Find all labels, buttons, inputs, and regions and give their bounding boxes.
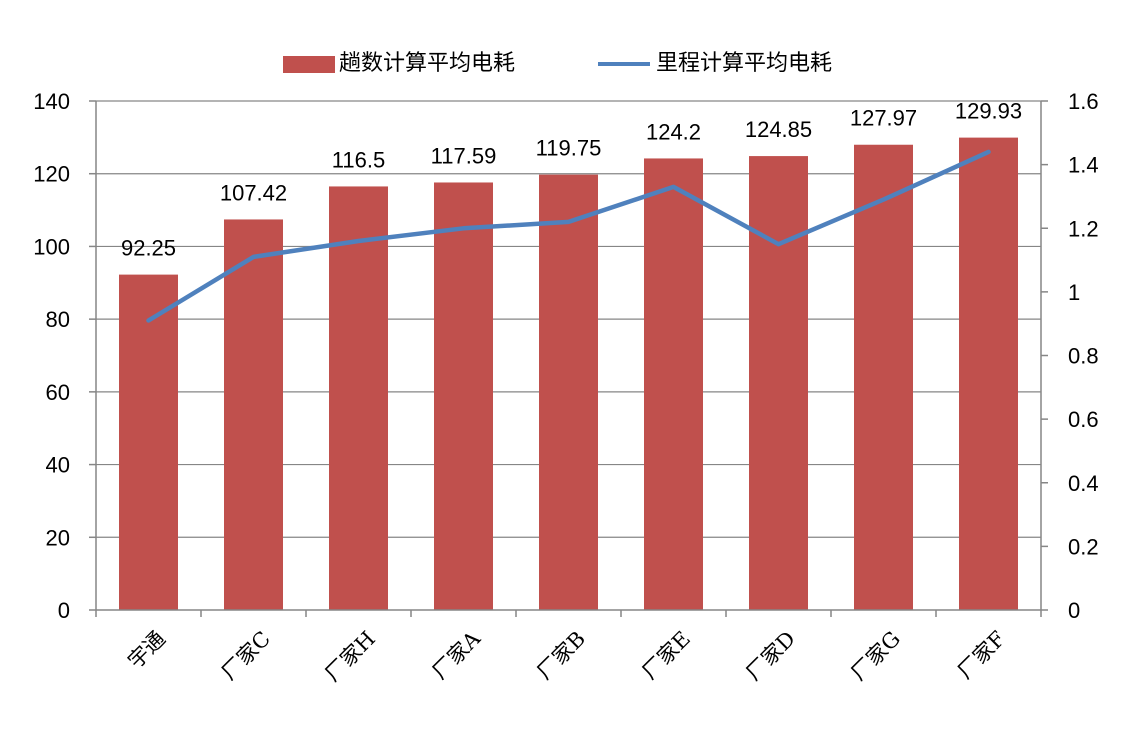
right-tick-label: 1	[1068, 280, 1080, 305]
right-tick-label: 0.4	[1068, 471, 1099, 496]
left-tick-label: 20	[46, 525, 70, 550]
bar-data-label: 92.25	[121, 236, 176, 261]
right-tick-label: 0.2	[1068, 534, 1099, 559]
right-axis-ticks: 0 0.2 0.4 0.6 0.8 1 1.2 1.4 1.6	[1041, 89, 1099, 623]
data-labels: 92.25 107.42 116.5 117.59 119.75 124.2 124.85 1…	[121, 99, 1022, 261]
bar-data-label: 127.97	[850, 106, 917, 131]
bar	[539, 174, 598, 610]
left-tick-label: 120	[33, 162, 70, 187]
bar-data-label: 107.42	[220, 180, 287, 205]
line-series	[146, 149, 991, 323]
right-tick-label: 1.6	[1068, 89, 1099, 114]
right-tick-label: 1.4	[1068, 153, 1099, 178]
bar-data-label: 124.85	[745, 117, 812, 142]
category-labels: 宇通 厂家C 厂家H 厂家A 厂家B 厂家E 厂家D 厂家G 厂家F	[123, 626, 1010, 686]
left-tick-label: 140	[33, 89, 70, 114]
left-tick-label: 60	[46, 380, 70, 405]
bar-data-label: 124.2	[646, 119, 701, 144]
bar-data-label: 119.75	[536, 136, 602, 161]
bar	[854, 144, 913, 610]
left-axis-ticks: 0 20 40 60 80 100 120 140	[33, 89, 96, 623]
bar	[434, 182, 493, 610]
category-label: 宇通	[123, 627, 170, 674]
category-label: 厂家A	[428, 626, 486, 684]
bar	[644, 158, 703, 611]
category-label: 厂家H	[320, 627, 380, 687]
bar-data-label: 129.93	[955, 99, 1022, 124]
right-tick-label: 1.2	[1068, 216, 1099, 241]
left-tick-label: 40	[46, 453, 70, 478]
left-tick-label: 80	[46, 307, 70, 332]
bar	[119, 274, 178, 610]
category-label: 厂家C	[217, 627, 275, 685]
bar	[224, 219, 283, 610]
legend-bar-swatch	[283, 56, 335, 73]
legend-bar-label: 趟数计算平均电耗	[339, 51, 515, 76]
bar-data-label: 116.5	[332, 147, 385, 172]
category-label: 厂家B	[532, 627, 590, 685]
right-tick-label: 0.6	[1068, 407, 1099, 432]
left-tick-label: 0	[58, 598, 70, 623]
category-label: 厂家D	[741, 627, 800, 686]
category-label: 厂家G	[847, 627, 906, 686]
bar	[329, 186, 388, 611]
legend-line-label: 里程计算平均电耗	[656, 51, 832, 76]
category-label: 厂家E	[638, 627, 696, 685]
bar-data-label: 117.59	[431, 143, 497, 168]
right-tick-label: 0	[1068, 598, 1080, 623]
left-tick-label: 100	[33, 234, 70, 259]
legend: 趟数计算平均电耗 里程计算平均电耗	[283, 51, 832, 76]
right-tick-label: 0.8	[1068, 344, 1099, 369]
bar-series	[119, 137, 1018, 611]
category-label: 厂家F	[953, 627, 1010, 684]
bar	[749, 156, 808, 611]
bar	[959, 137, 1018, 611]
